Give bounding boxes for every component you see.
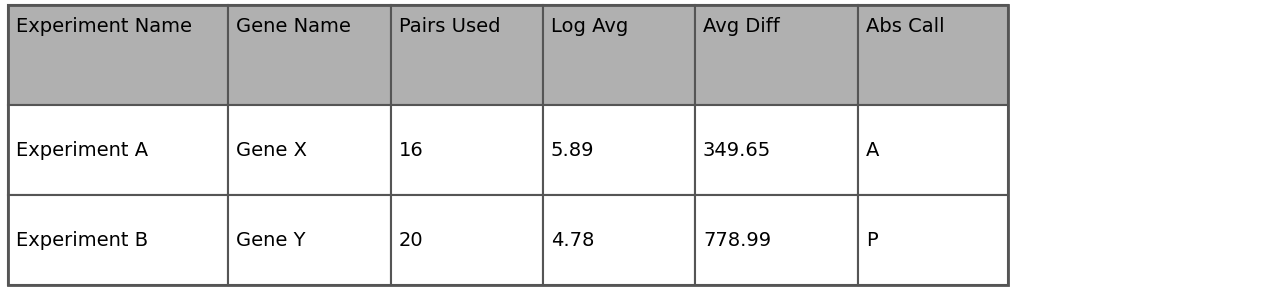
Bar: [544, 5, 695, 105]
Bar: [859, 195, 1008, 285]
Bar: [859, 5, 1008, 105]
Text: Experiment A: Experiment A: [17, 140, 149, 160]
Text: A: A: [866, 140, 879, 160]
Text: 4.78: 4.78: [551, 231, 594, 249]
Bar: [8, 5, 1008, 285]
Text: P: P: [866, 231, 878, 249]
Text: 778.99: 778.99: [704, 231, 771, 249]
Bar: [8, 105, 229, 195]
Bar: [544, 105, 695, 195]
Text: Log Avg: Log Avg: [551, 17, 629, 36]
Text: Abs Call: Abs Call: [866, 17, 945, 36]
Text: Gene Y: Gene Y: [236, 231, 306, 249]
Bar: [8, 195, 229, 285]
Bar: [695, 195, 859, 285]
Bar: [695, 105, 859, 195]
Text: 20: 20: [399, 231, 424, 249]
Text: Avg Diff: Avg Diff: [704, 17, 780, 36]
Bar: [391, 195, 544, 285]
Bar: [391, 105, 544, 195]
Bar: [229, 195, 391, 285]
Bar: [229, 5, 391, 105]
Bar: [695, 5, 859, 105]
Text: Gene X: Gene X: [236, 140, 307, 160]
Bar: [8, 5, 229, 105]
Text: Gene Name: Gene Name: [236, 17, 351, 36]
Bar: [391, 5, 544, 105]
Text: Pairs Used: Pairs Used: [399, 17, 500, 36]
Text: 5.89: 5.89: [551, 140, 594, 160]
Text: 349.65: 349.65: [704, 140, 771, 160]
Bar: [859, 105, 1008, 195]
Text: Experiment B: Experiment B: [17, 231, 149, 249]
Bar: [229, 105, 391, 195]
Text: Experiment Name: Experiment Name: [17, 17, 192, 36]
Text: 16: 16: [399, 140, 424, 160]
Bar: [544, 195, 695, 285]
